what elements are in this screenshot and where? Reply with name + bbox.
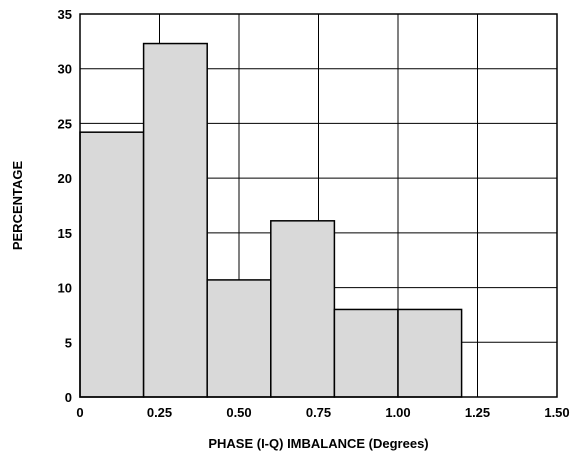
y-tick-labels: 0 5 10 15 20 25 30 35: [58, 7, 72, 405]
bar-2: [206, 279, 272, 398]
x-tick-label-3: 0.75: [306, 405, 331, 420]
x-tick-labels: 0 0.25 0.50 0.75 1.00 1.25 1.50: [76, 405, 569, 420]
y-tick-label-7: 35: [58, 7, 72, 22]
bar-4: [333, 308, 399, 398]
y-tick-label-3: 15: [58, 226, 72, 241]
x-tick-label-1: 0.25: [147, 405, 172, 420]
x-tick-label-0: 0: [76, 405, 83, 420]
bar-5: [397, 308, 463, 398]
y-tick-label-2: 10: [58, 281, 72, 296]
y-tick-label-4: 20: [58, 171, 72, 186]
x-tick-label-4: 1.00: [385, 405, 410, 420]
y-tick-label-1: 5: [65, 335, 72, 350]
x-tick-label-6: 1.50: [544, 405, 569, 420]
bars: [79, 42, 463, 398]
y-tick-label-0: 0: [65, 390, 72, 405]
bar-3: [270, 220, 336, 398]
y-tick-label-5: 25: [58, 116, 72, 131]
x-axis-title: PHASE (I-Q) IMBALANCE (Degrees): [208, 436, 428, 451]
y-axis-title: PERCENTAGE: [10, 161, 25, 251]
plot-frame: [79, 13, 558, 398]
bar-0: [79, 131, 145, 398]
bar-1: [142, 42, 208, 398]
x-tick-label-2: 0.50: [226, 405, 251, 420]
y-tick-label-6: 30: [58, 62, 72, 77]
x-tick-label-5: 1.25: [465, 405, 490, 420]
